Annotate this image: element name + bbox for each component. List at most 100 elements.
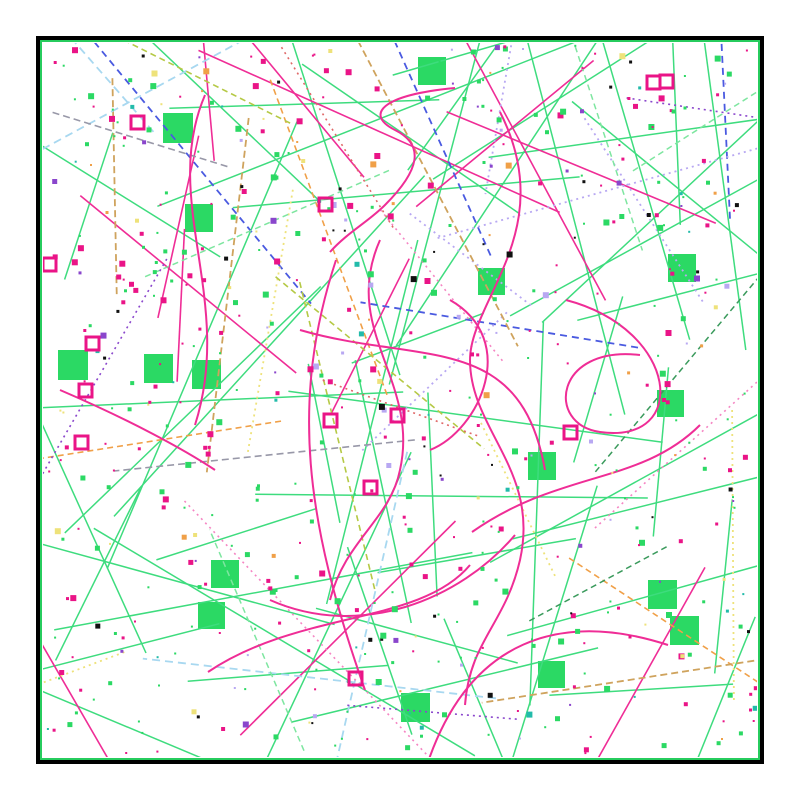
confetti-dot bbox=[62, 411, 65, 414]
scatter-line bbox=[377, 537, 577, 574]
confetti-dot bbox=[203, 445, 208, 450]
confetti-dot bbox=[439, 474, 442, 477]
confetti-dot bbox=[722, 577, 726, 581]
confetti-dot bbox=[313, 53, 316, 56]
confetti-dot bbox=[191, 709, 197, 715]
scatter-line bbox=[43, 391, 404, 409]
confetti-dot bbox=[423, 355, 427, 359]
frame-black-border bbox=[36, 36, 764, 764]
confetti-dot bbox=[133, 287, 139, 293]
confetti-dot bbox=[713, 191, 717, 195]
confetti-dot bbox=[165, 424, 169, 428]
confetti-dot bbox=[749, 708, 752, 712]
confetti-dot bbox=[480, 566, 485, 571]
scatter-line bbox=[415, 59, 595, 208]
confetti-dot bbox=[456, 314, 461, 319]
scatter-line bbox=[183, 500, 430, 757]
confetti-dot bbox=[617, 606, 620, 610]
confetti-dot bbox=[46, 728, 49, 730]
confetti-dot bbox=[499, 128, 503, 132]
confetti-dot bbox=[193, 533, 198, 537]
scatter-line bbox=[489, 414, 757, 564]
confetti-dot bbox=[174, 652, 177, 655]
confetti-dot bbox=[111, 108, 114, 111]
confetti-dot bbox=[353, 493, 356, 496]
scatter-line bbox=[408, 212, 532, 307]
confetti-dot bbox=[448, 224, 452, 227]
confetti-dot bbox=[156, 750, 159, 753]
confetti-dot bbox=[128, 78, 133, 83]
confetti-dot bbox=[544, 726, 547, 729]
scatter-line bbox=[94, 43, 312, 305]
scatter-line bbox=[731, 407, 735, 701]
confetti-dot bbox=[358, 238, 361, 241]
confetti-dot bbox=[274, 152, 280, 158]
confetti-dot bbox=[696, 270, 700, 274]
confetti-dot bbox=[238, 314, 241, 317]
confetti-dot bbox=[528, 329, 531, 332]
confetti-dot bbox=[307, 649, 311, 653]
confetti-dot bbox=[645, 383, 649, 387]
confetti-dot bbox=[200, 247, 204, 251]
confetti-dot bbox=[407, 527, 413, 533]
confetti-dot bbox=[162, 496, 169, 503]
scatter-line bbox=[247, 187, 295, 453]
confetti-dot bbox=[438, 60, 441, 63]
confetti-dot bbox=[412, 650, 415, 653]
confetti-dot bbox=[62, 64, 65, 67]
confetti-dot bbox=[549, 440, 554, 445]
confetti-dot bbox=[54, 636, 57, 639]
confetti-dot bbox=[90, 164, 92, 166]
confetti-dot bbox=[111, 407, 114, 410]
confetti-dot bbox=[59, 670, 65, 675]
confetti-dot bbox=[152, 270, 157, 275]
confetti-dot bbox=[170, 279, 174, 283]
confetti-dot bbox=[494, 45, 500, 51]
scatter-line bbox=[232, 176, 580, 209]
scatter-line bbox=[43, 43, 240, 150]
confetti-dot bbox=[301, 159, 306, 163]
confetti-dot bbox=[492, 297, 497, 302]
confetti-dot bbox=[495, 331, 498, 334]
scatter-line bbox=[268, 77, 388, 396]
confetti-dot bbox=[257, 484, 260, 488]
confetti-dot bbox=[659, 580, 661, 583]
confetti-dot bbox=[129, 281, 134, 287]
confetti-dot bbox=[77, 245, 84, 252]
confetti-dot bbox=[66, 597, 69, 601]
confetti-dot bbox=[147, 403, 150, 406]
confetti-dot bbox=[122, 144, 125, 147]
confetti-dot bbox=[476, 79, 481, 84]
confetti-dot bbox=[228, 563, 232, 566]
confetti-dot bbox=[724, 82, 727, 85]
confetti-dot bbox=[408, 712, 411, 715]
confetti-dot bbox=[678, 539, 683, 544]
confetti-dot bbox=[383, 435, 387, 439]
confetti-dot bbox=[680, 316, 686, 322]
confetti-dot bbox=[164, 191, 168, 195]
scatter-line bbox=[484, 43, 513, 195]
confetti-dot bbox=[54, 528, 61, 535]
confetti-dot bbox=[414, 635, 417, 638]
confetti-dot bbox=[480, 413, 482, 416]
confetti-dot bbox=[378, 403, 385, 410]
confetti-dot bbox=[612, 220, 616, 224]
confetti-dot bbox=[323, 68, 329, 74]
confetti-dot bbox=[658, 95, 665, 102]
confetti-dot bbox=[103, 356, 107, 360]
confetti-dot bbox=[244, 688, 247, 691]
confetti-dot bbox=[538, 181, 543, 186]
confetti-dot bbox=[218, 632, 221, 634]
confetti-dot bbox=[188, 559, 194, 565]
confetti-dot bbox=[190, 625, 193, 628]
big-green-square bbox=[657, 390, 684, 417]
confetti-dot bbox=[716, 741, 721, 746]
confetti-dot bbox=[745, 49, 748, 52]
confetti-dot bbox=[92, 698, 95, 701]
confetti-dot bbox=[663, 224, 665, 227]
confetti-dot bbox=[700, 344, 704, 348]
confetti-dot bbox=[609, 85, 613, 89]
confetti-dot bbox=[669, 109, 673, 113]
confetti-dot bbox=[727, 692, 733, 698]
